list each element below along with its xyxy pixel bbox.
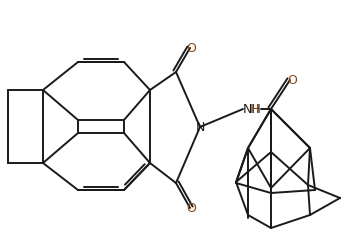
- Text: O: O: [287, 73, 297, 86]
- Text: O: O: [186, 201, 196, 214]
- Text: H: H: [250, 103, 260, 116]
- Text: O: O: [186, 42, 196, 55]
- Text: NH: NH: [243, 103, 262, 116]
- Text: N: N: [195, 121, 205, 133]
